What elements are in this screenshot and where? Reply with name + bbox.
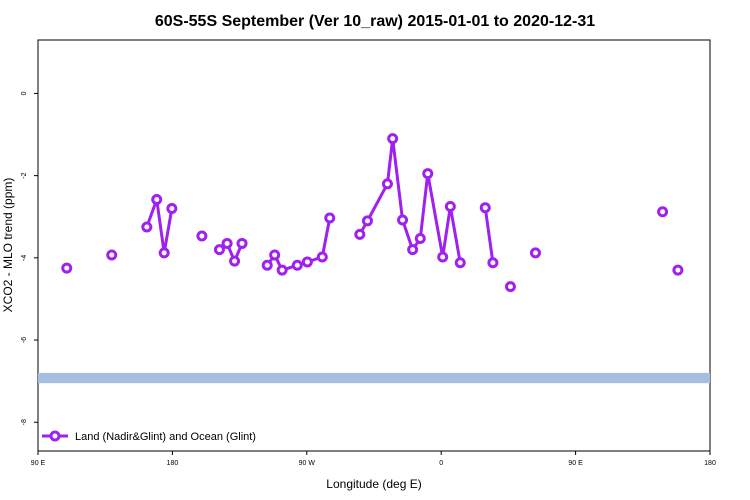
y-tick-label: -6 (21, 337, 28, 343)
data-point (324, 212, 336, 224)
data-point (269, 249, 281, 261)
data-point (397, 214, 409, 226)
data-point (229, 255, 241, 267)
y-tick-label: 0 (21, 91, 28, 95)
series-layer (61, 133, 684, 293)
x-axis-ticks: 90 E 180 90 W 0 90 E 180 (31, 451, 716, 467)
y-tick-label: -4 (21, 255, 28, 261)
y-tick-label: -2 (21, 172, 28, 178)
data-point (504, 281, 516, 293)
data-point (487, 257, 499, 269)
data-point (407, 244, 419, 256)
legend: Land (Nadir&Glint) and Ocean (Glint) (42, 430, 256, 443)
x-tick-label: 180 (167, 460, 179, 467)
data-point (236, 237, 248, 249)
data-point (361, 215, 373, 227)
data-point (166, 203, 178, 215)
data-point (414, 233, 426, 245)
series-line (145, 197, 174, 255)
data-point (354, 228, 366, 240)
data-point (316, 251, 328, 263)
x-tick-label: 180 (704, 460, 716, 467)
data-point (529, 247, 541, 259)
data-point (657, 206, 669, 218)
data-point (672, 264, 684, 276)
data-point (387, 133, 399, 145)
y-axis-label: XCO2 - MLO trend (ppm) (1, 178, 15, 313)
y-axis-ticks: 0 -2 -4 -6 -8 (21, 91, 38, 425)
data-point (221, 237, 233, 249)
series-line (483, 207, 495, 263)
x-axis-label: Longitude (deg E) (326, 477, 421, 491)
data-point (454, 257, 466, 269)
y-tick-label: -8 (21, 419, 28, 425)
data-point (106, 249, 118, 261)
series-line (358, 137, 462, 264)
data-point (213, 244, 225, 256)
legend-marker-swatch (49, 430, 61, 442)
data-point (261, 259, 273, 271)
plot-area-frame (37, 39, 711, 452)
chart-title: 60S-55S September (Ver 10_raw) 2015-01-0… (155, 13, 595, 30)
data-point (444, 200, 456, 212)
data-point (301, 256, 313, 268)
data-point (381, 178, 393, 190)
x-tick-label: 0 (439, 460, 443, 467)
data-point (141, 221, 153, 233)
data-point (479, 202, 491, 214)
data-point (151, 193, 163, 205)
data-point (291, 259, 303, 271)
data-point (437, 251, 449, 263)
x-tick-label: 90 W (299, 460, 316, 467)
data-point (276, 264, 288, 276)
data-point (422, 168, 434, 180)
data-point (196, 230, 208, 242)
data-point (61, 262, 73, 274)
legend-label: Land (Nadir&Glint) and Ocean (Glint) (75, 431, 256, 443)
data-point (158, 247, 170, 259)
x-tick-label: 90 E (568, 460, 583, 467)
coverage-band-layer (38, 372, 710, 384)
x-tick-label: 90 E (31, 460, 46, 467)
coverage-band (38, 372, 710, 384)
